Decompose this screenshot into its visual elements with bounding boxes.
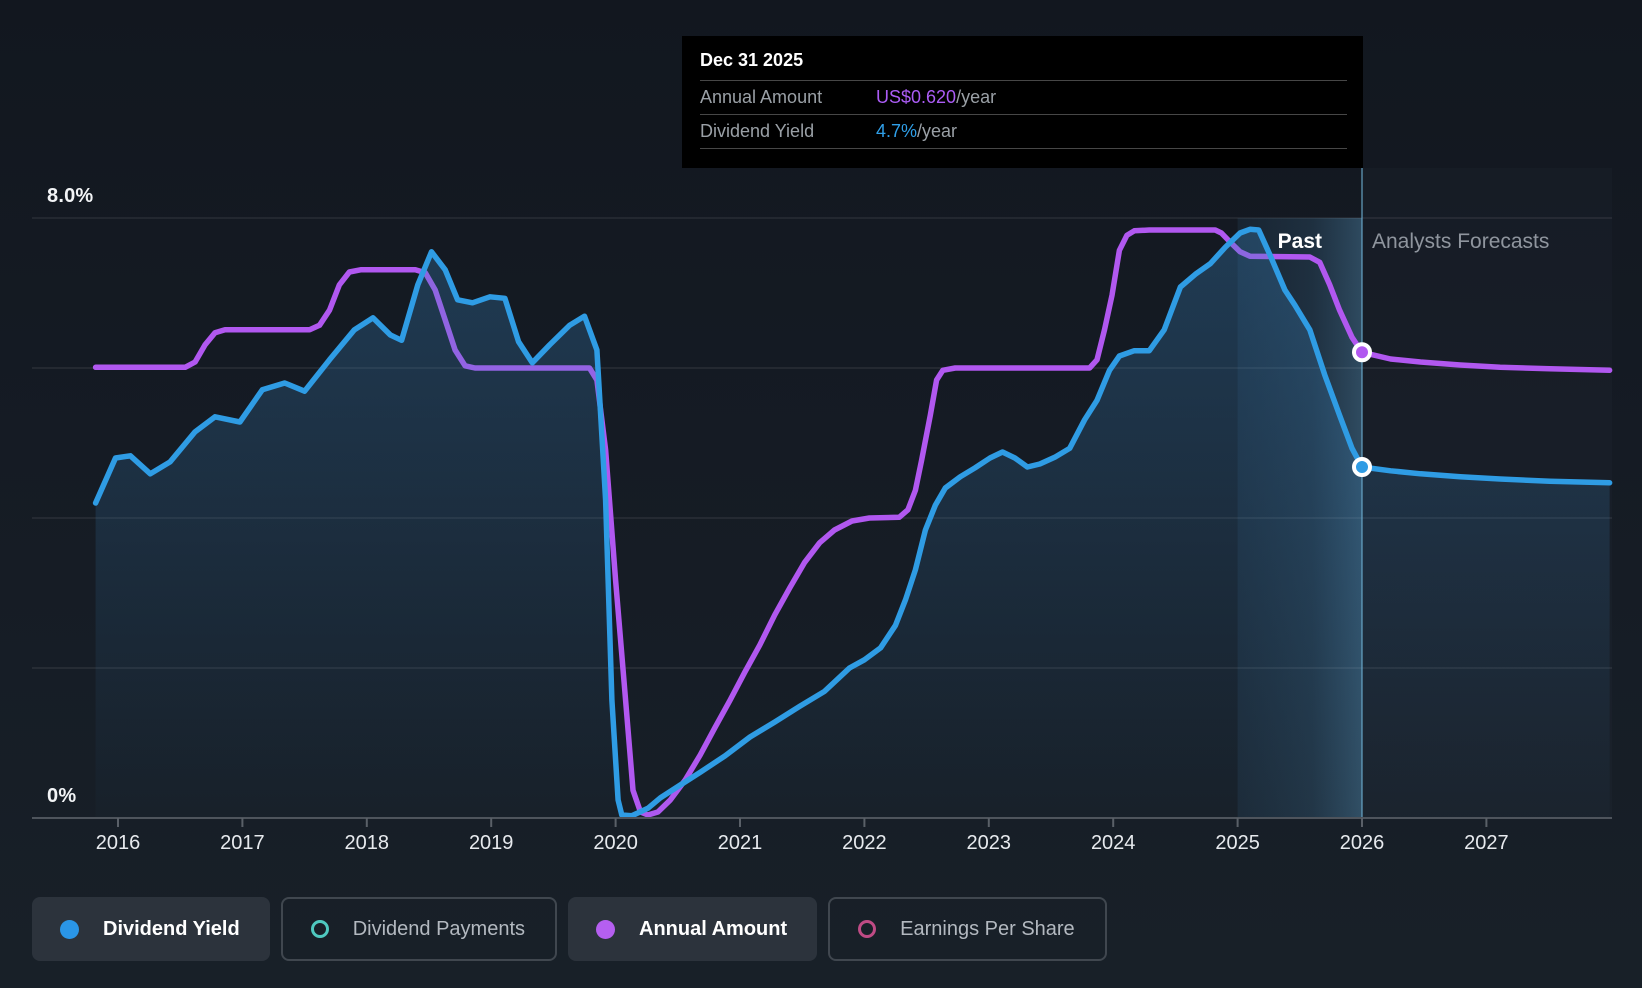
tooltip-value: 4.7% bbox=[876, 121, 918, 141]
tooltip-row-dividend-yield: Dividend Yield 4.7% /year bbox=[700, 114, 1347, 149]
hover-tooltip: Dec 31 2025 Annual Amount US$0.620 /year… bbox=[682, 36, 1363, 168]
x-tick-label-2019: 2019 bbox=[468, 832, 514, 854]
tooltip-label: Dividend Yield bbox=[700, 121, 815, 141]
dividend-payments-ring-icon bbox=[310, 920, 329, 938]
legend-label: Annual Amount bbox=[639, 917, 788, 940]
legend-button-annual-amount[interactable]: Annual Amount bbox=[568, 897, 818, 961]
x-tick-label-2020: 2020 bbox=[593, 832, 638, 854]
dividend-yield-marker-dot bbox=[1352, 457, 1372, 477]
y-axis-label-0%: 0% bbox=[47, 785, 77, 807]
tooltip-suffix: /year bbox=[917, 121, 958, 141]
legend-button-earnings-per-share[interactable]: Earnings Per Share bbox=[828, 897, 1107, 961]
x-tick-label-2027: 2027 bbox=[1464, 832, 1509, 854]
dividend-yield-dot-icon bbox=[60, 919, 79, 939]
x-tick-label-2025: 2025 bbox=[1215, 832, 1260, 854]
x-tick-label-2024: 2024 bbox=[1090, 832, 1136, 854]
x-tick-label-2016: 2016 bbox=[95, 832, 141, 854]
earnings-per-share-ring-icon bbox=[858, 920, 877, 938]
annual-amount-dot-icon bbox=[596, 919, 616, 939]
y-axis-label-8.0%: 8.0% bbox=[47, 185, 94, 207]
x-tick-label-2017: 2017 bbox=[220, 832, 265, 854]
tooltip-suffix: /year bbox=[956, 87, 997, 107]
x-tick-label-2018: 2018 bbox=[344, 832, 390, 854]
legend-button-dividend-yield[interactable]: Dividend Yield bbox=[32, 897, 270, 961]
legend-label: Earnings Per Share bbox=[900, 917, 1075, 940]
x-tick-label-2022: 2022 bbox=[842, 832, 887, 854]
x-tick-label-2021: 2021 bbox=[717, 832, 763, 854]
legend-button-dividend-payments[interactable]: Dividend Payments bbox=[280, 897, 558, 961]
chart-legend: Dividend Yield Dividend Payments Annual … bbox=[32, 897, 1107, 961]
tooltip-date: Dec 31 2025 bbox=[700, 50, 804, 70]
legend-label: Dividend Payments bbox=[352, 917, 526, 940]
dividend-yield-line bbox=[92, 226, 1613, 819]
tooltip-value: US$0.620 bbox=[876, 87, 957, 107]
annual-amount-marker-dot bbox=[1352, 342, 1372, 363]
x-tick-label-2026: 2026 bbox=[1339, 832, 1385, 854]
tooltip-row-annual-amount: Annual Amount US$0.620 /year bbox=[700, 80, 1347, 114]
x-tick-label-2023: 2023 bbox=[966, 832, 1012, 854]
yield-area-fill bbox=[95, 229, 1610, 819]
past-zone-label: Past bbox=[1277, 230, 1322, 253]
forecast-zone-label: Analysts Forecasts bbox=[1372, 230, 1550, 253]
tooltip-label: Annual Amount bbox=[700, 87, 823, 107]
legend-label: Dividend Yield bbox=[103, 917, 240, 940]
